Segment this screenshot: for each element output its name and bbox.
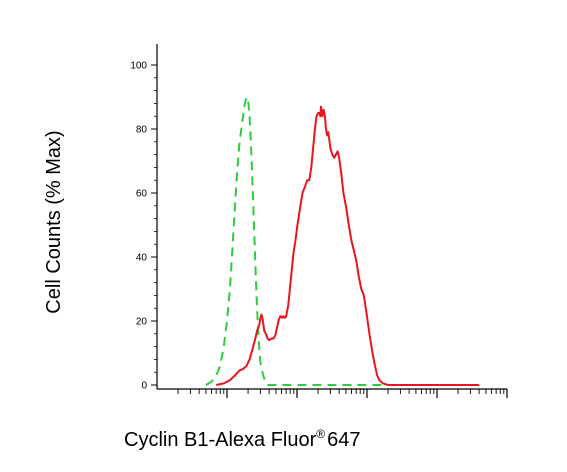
chart-ticks: 0 20 40 60 80 100 <box>130 61 508 398</box>
y-tick-label: 40 <box>136 253 148 264</box>
chart-axes <box>156 44 507 390</box>
x-axis-title-suffix: 647 <box>327 429 360 451</box>
chart-series <box>205 96 480 386</box>
histogram-series-1 <box>205 96 480 386</box>
y-tick-label: 80 <box>136 125 148 136</box>
histogram-series-2 <box>215 105 480 386</box>
x-axis-title: Cyclin B1-Alexa Fluor® 647 <box>124 427 361 451</box>
y-tick-label: 100 <box>130 61 147 72</box>
y-tick-label: 60 <box>136 189 148 200</box>
x-axis-title-main: Cyclin B1-Alexa Fluor <box>124 429 317 451</box>
y-tick-label: 0 <box>141 381 147 392</box>
y-axis-title: Cell Counts (% Max) <box>43 130 65 313</box>
y-tick-label: 20 <box>136 317 148 328</box>
x-axis-title-superscript: ® <box>316 427 325 441</box>
